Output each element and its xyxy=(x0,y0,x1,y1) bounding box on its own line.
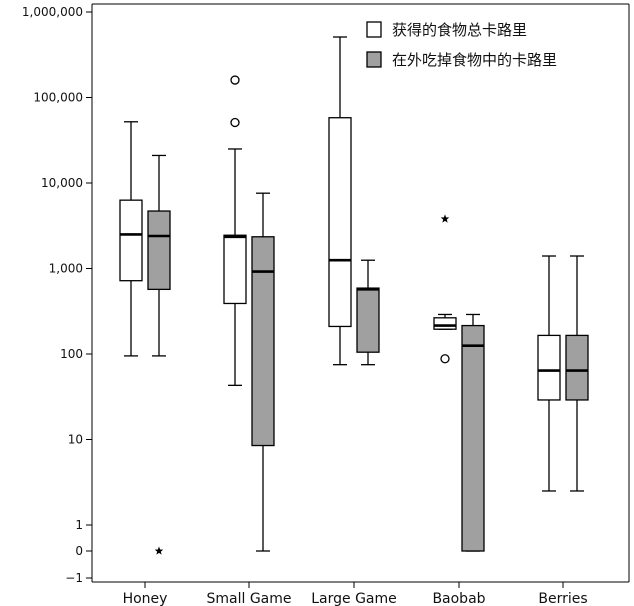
y-tick-label: −1 xyxy=(65,571,83,585)
box-extreme-point xyxy=(440,214,450,223)
box-iqr xyxy=(251,236,275,447)
y-tick-label: 1 xyxy=(75,518,83,532)
y-axis-ticks: −1 0 1 10 100 1,000 10,000 100,000 1,000,000 xyxy=(22,5,92,585)
y-tick-label: 0 xyxy=(75,544,83,558)
y-tick-label: 1,000,000 xyxy=(22,5,83,19)
legend-label: 获得的食物总卡路里 xyxy=(392,21,527,39)
box-extreme-point xyxy=(154,546,164,555)
legend-swatch xyxy=(366,51,382,68)
box-iqr xyxy=(537,334,561,401)
box-outlier-point xyxy=(230,75,240,85)
box-iqr xyxy=(461,324,485,552)
y-tick-label: 100 xyxy=(60,347,83,361)
legend-label: 在外吃掉食物中的卡路里 xyxy=(392,51,557,69)
box-iqr xyxy=(147,210,171,291)
y-tick-label: 1,000 xyxy=(49,262,83,276)
x-category-label: Baobab xyxy=(432,591,485,606)
x-category-label: Small Game xyxy=(206,591,291,606)
box-iqr xyxy=(565,334,589,401)
y-tick-label: 10 xyxy=(68,433,83,447)
plot-frame xyxy=(91,3,630,583)
y-tick-label: 10,000 xyxy=(41,176,83,190)
box-outlier-point xyxy=(440,354,450,364)
x-category-label: Berries xyxy=(538,591,587,606)
box-outlier-point xyxy=(230,117,240,128)
box-plot-series xyxy=(119,36,589,555)
legend-swatch xyxy=(366,21,382,38)
box-iqr xyxy=(119,199,143,282)
x-axis-ticks: Honey Small Game Large Game Baobab Berries xyxy=(123,582,588,606)
x-category-label: Large Game xyxy=(311,591,397,606)
x-category-label: Honey xyxy=(123,591,168,606)
box-iqr xyxy=(356,287,380,353)
box-iqr xyxy=(328,117,352,328)
box-iqr xyxy=(433,317,457,330)
y-tick-label: 100,000 xyxy=(33,91,83,105)
box-iqr xyxy=(223,234,247,305)
